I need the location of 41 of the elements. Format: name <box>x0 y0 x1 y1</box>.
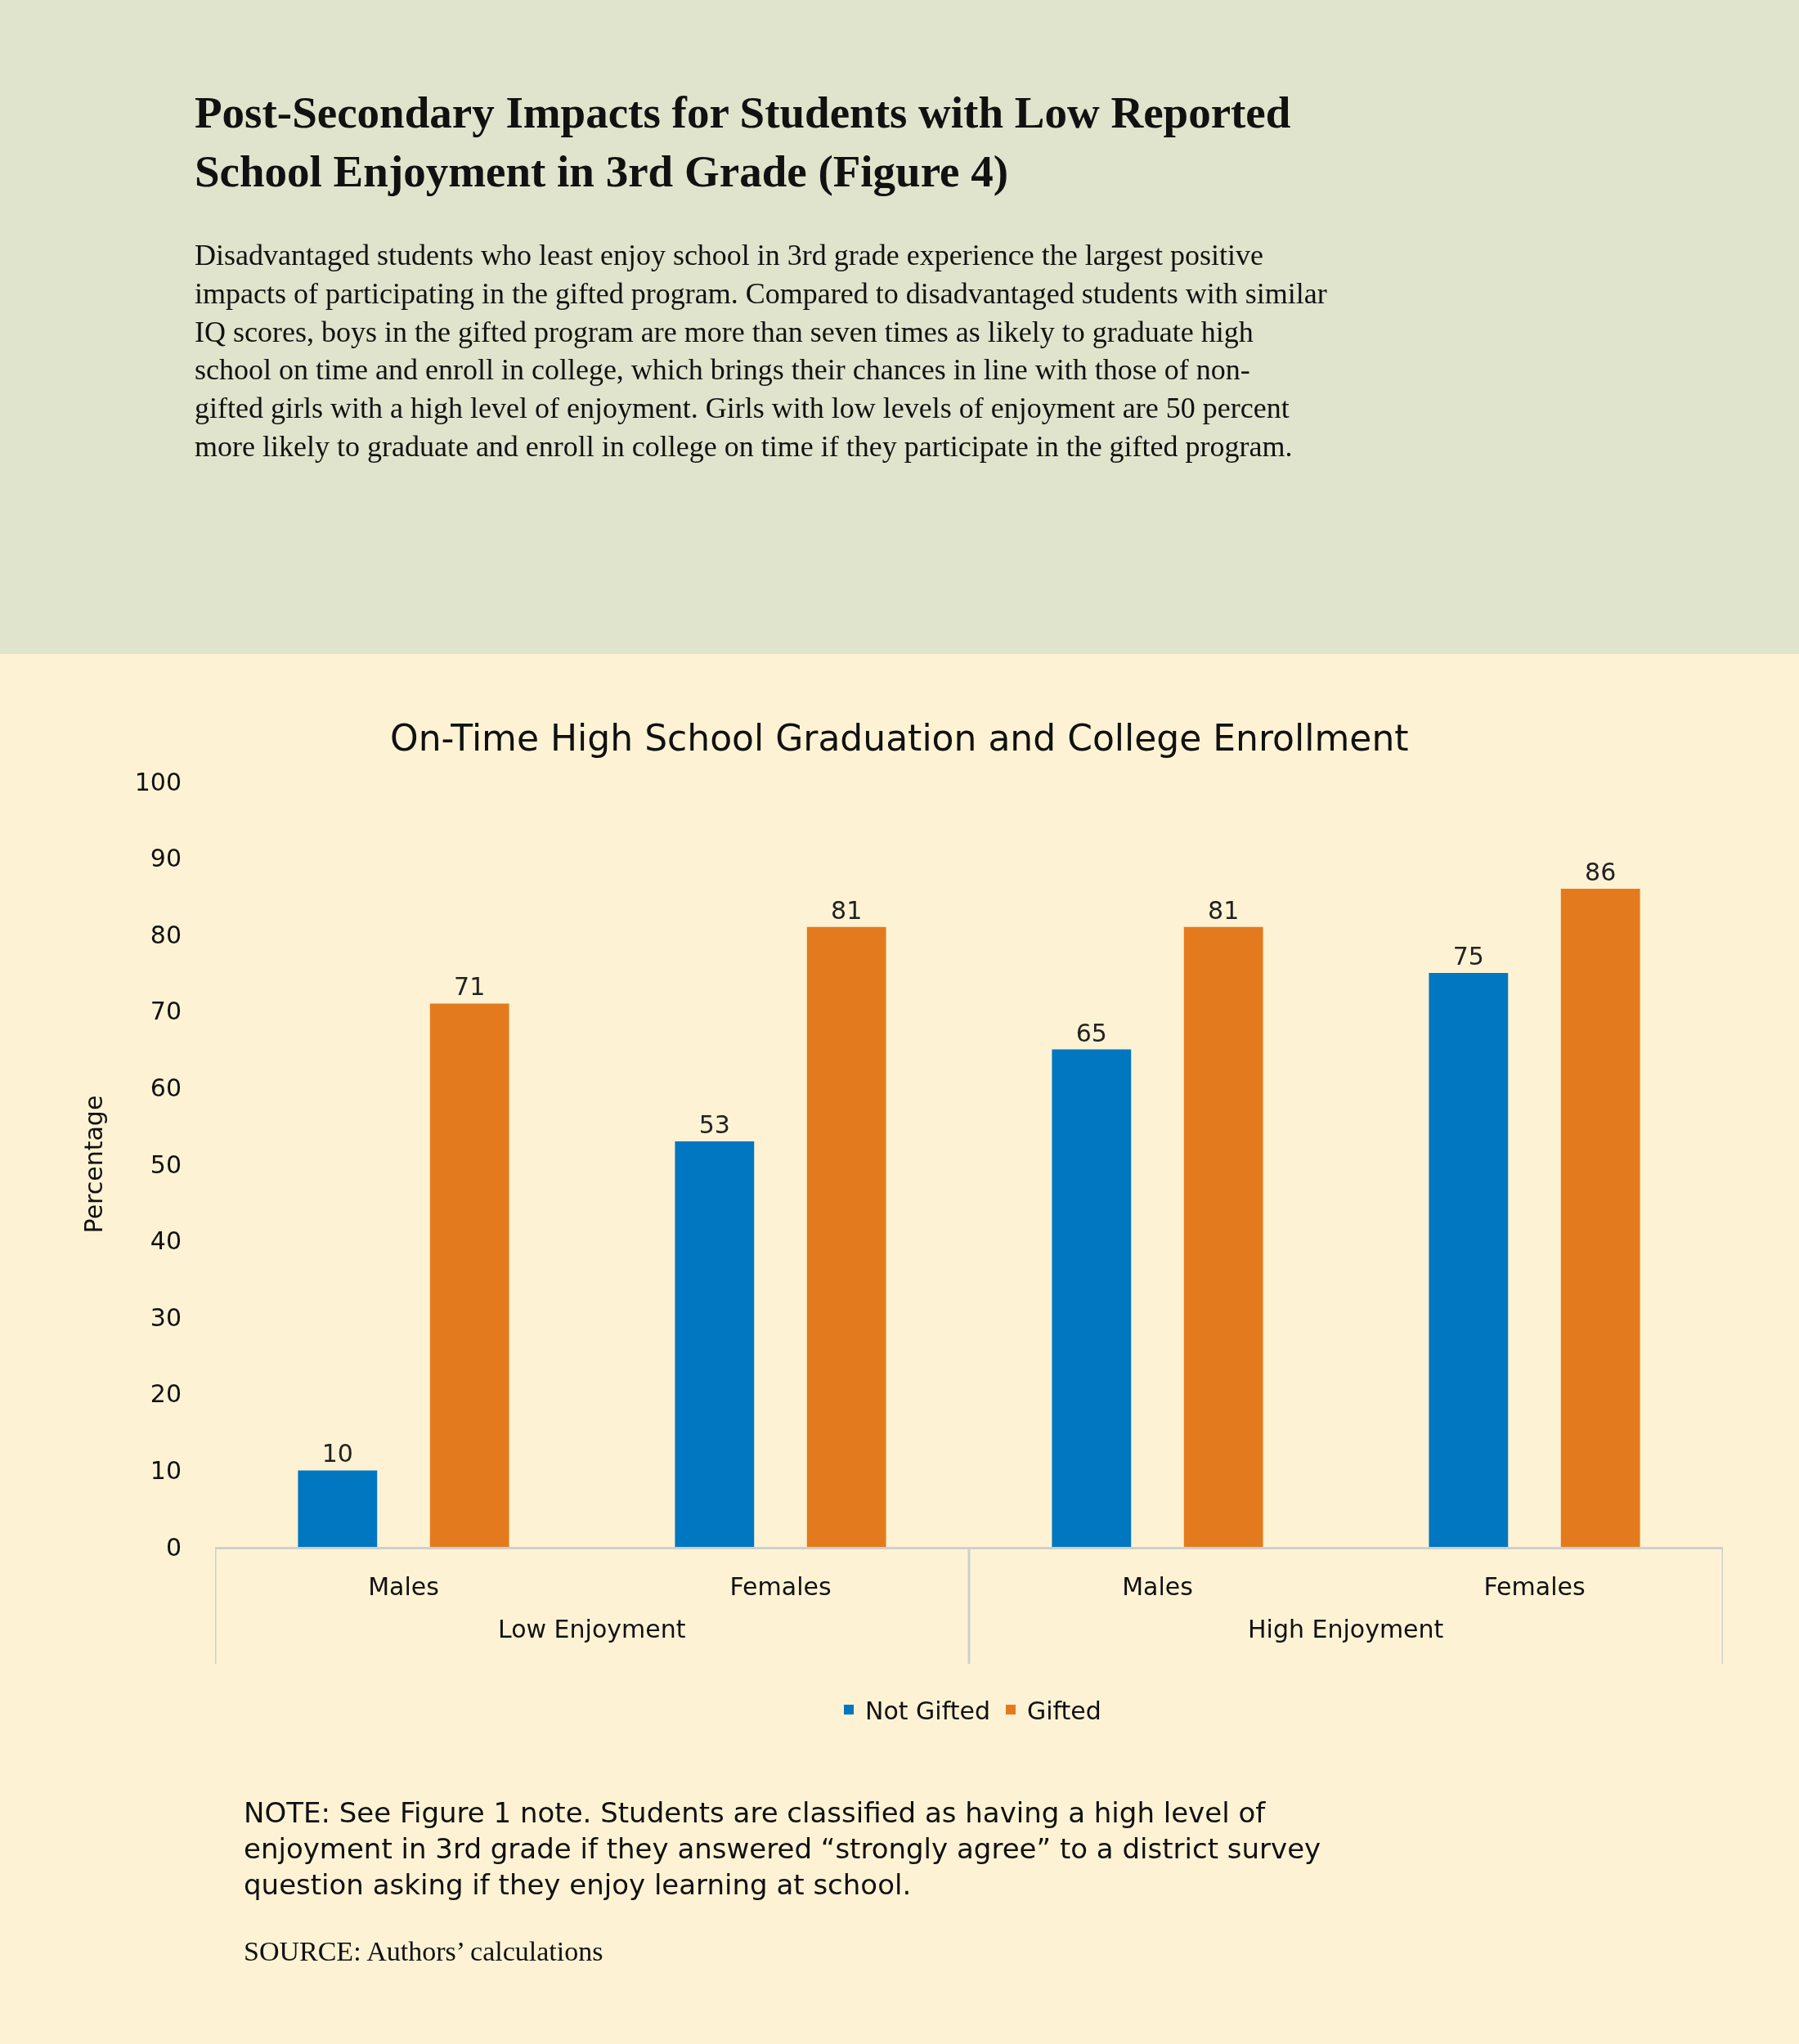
data-label: 81 <box>831 895 863 925</box>
y-tick-label: 40 <box>150 1226 182 1256</box>
bar <box>429 1003 509 1547</box>
y-tick-label: 100 <box>134 767 182 796</box>
text: NOTE: See Figure 1 note. Students are classified as having a high level of enjoyment in 3rd grade if they answered “strongly agree” to a district survey question asking if they enjoy learning at school. <box>244 1796 1321 1902</box>
x-tick-label: Females <box>1483 1572 1586 1601</box>
data-label: 53 <box>698 1109 730 1139</box>
data-label: 86 <box>1585 858 1617 887</box>
text: Low Enjoyment <box>498 1615 686 1643</box>
chart-subtitle: Disadvantaged students who least enjoy school in 3rd grade experience the largest positive impacts of participating in the gifted program. Compared to disadvantaged students with similar IQ scores, boys in the gifted program are more than seven times as likely to graduate high school on time and enroll in college, which brings their chances in line with those of non-gifted girls with a high level of enjoyment. Girls with low levels of enjoyment are 50 percent more likely to graduate and enroll in college on time if they participate in the gifted program. <box>195 239 1327 463</box>
source-note: SOURCE: Authors’ calculations <box>244 1936 603 1966</box>
bar <box>298 1470 378 1547</box>
y-tick-label: 60 <box>150 1073 182 1102</box>
bar <box>1560 889 1640 1547</box>
data-label: 10 <box>321 1439 353 1468</box>
legend-label: Gifted <box>1026 1696 1101 1725</box>
y-tick-label: 20 <box>150 1379 182 1409</box>
data-label: 75 <box>1452 942 1484 970</box>
x-tick-label: Females <box>729 1572 832 1601</box>
data-label: 65 <box>1075 1018 1107 1047</box>
data-label: 81 <box>1208 895 1240 925</box>
bar <box>1183 926 1263 1547</box>
x-tick-label: Males <box>1122 1572 1193 1601</box>
y-tick-label: 50 <box>150 1150 182 1179</box>
y-tick-label: 10 <box>150 1455 182 1485</box>
bar <box>1429 973 1509 1547</box>
y-tick-label: 80 <box>150 920 182 949</box>
bar <box>806 926 886 1547</box>
y-tick-label: 30 <box>150 1302 182 1332</box>
y-tick-label: 0 <box>165 1532 182 1562</box>
y-tick-label: 70 <box>150 997 182 1026</box>
y-axis-title: Percentage <box>79 1095 108 1234</box>
legend-label: Not Gifted <box>865 1696 990 1725</box>
bar <box>675 1141 755 1547</box>
y-tick-label: 90 <box>150 844 182 873</box>
bar <box>1052 1049 1132 1547</box>
x-tick-label: Males <box>368 1572 439 1601</box>
text: High Enjoyment <box>1248 1615 1444 1643</box>
chart-title: Post-Secondary Impacts for Students with Low Reported School Enjoyment in 3rd Grade (Figure 4) <box>195 87 1291 196</box>
text: On-Time High School Graduation and College Enrollment <box>390 717 1409 759</box>
data-label: 71 <box>454 972 486 1002</box>
